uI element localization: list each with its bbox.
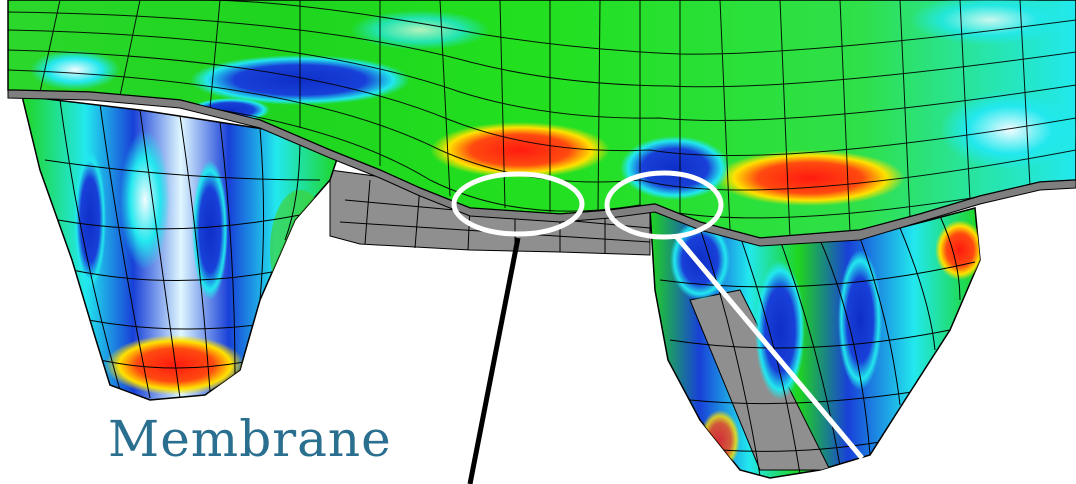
leader-line-light bbox=[674, 234, 864, 460]
callout-ellipse-left bbox=[451, 171, 585, 237]
membrane-label: Membrane bbox=[108, 410, 392, 468]
leader-line-dark bbox=[467, 237, 521, 484]
right-support-leg bbox=[649, 207, 981, 479]
membrane-top-surface bbox=[7, 0, 1076, 247]
callout-ellipse-right bbox=[604, 170, 724, 240]
left-support-leg bbox=[21, 95, 341, 401]
membrane-thickness-edge bbox=[7, 89, 1076, 247]
